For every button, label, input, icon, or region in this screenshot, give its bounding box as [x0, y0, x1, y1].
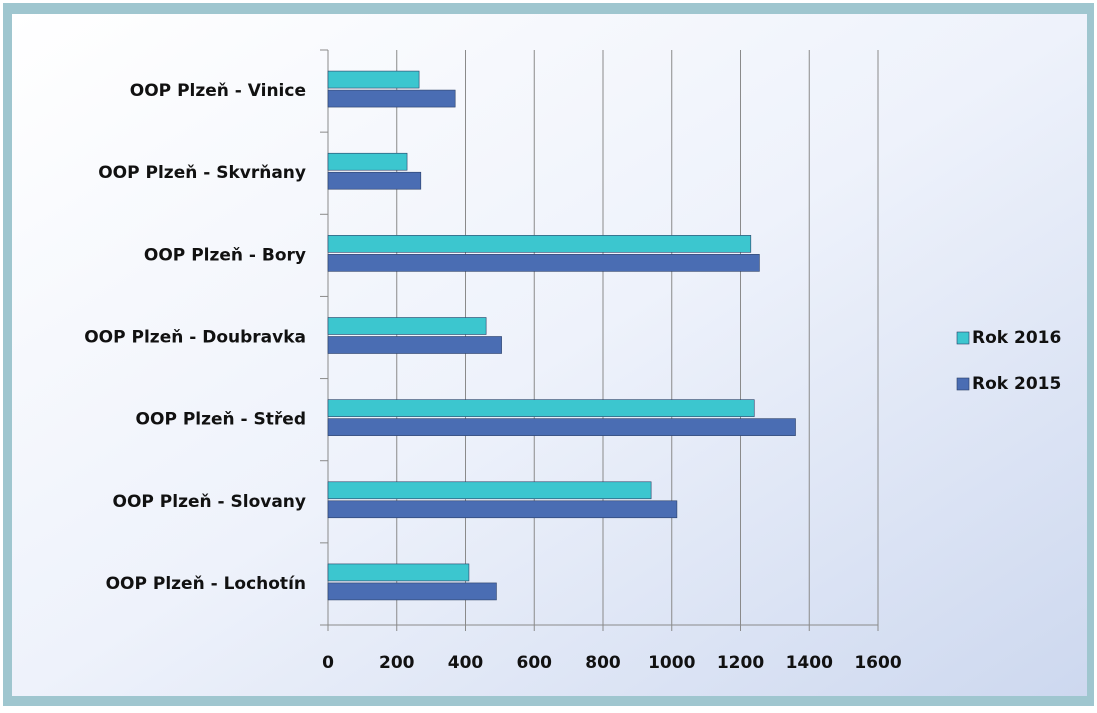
- bar: [327, 500, 678, 519]
- bar: [327, 152, 408, 171]
- y-tick-label: OOP Plzeň - Střed: [136, 410, 306, 430]
- bar: [327, 582, 497, 601]
- bar: [327, 336, 502, 354]
- bar: [327, 317, 487, 335]
- bar: [327, 418, 796, 436]
- bar: [327, 89, 456, 108]
- bar: [327, 254, 760, 272]
- x-tick-label: 800: [585, 653, 621, 673]
- y-tick-label: OOP Plzeň - Lochotín: [106, 574, 306, 594]
- chart-area: [12, 14, 1087, 696]
- legend-swatch: [956, 331, 970, 345]
- y-tick-label: OOP Plzeň - Skvrňany: [98, 163, 306, 183]
- bar: [327, 481, 652, 500]
- bar: [327, 70, 420, 89]
- legend-label: Rok 2016: [972, 328, 1061, 348]
- x-tick-label: 1400: [786, 653, 833, 673]
- x-tick-label: 0: [322, 653, 334, 673]
- x-tick-label: 200: [379, 653, 415, 673]
- y-tick-label: OOP Plzeň - Vinice: [130, 81, 306, 101]
- x-tick-label: 400: [448, 653, 484, 673]
- legend-label: Rok 2015: [972, 374, 1061, 394]
- legend-swatch: [956, 377, 970, 391]
- bar: [327, 399, 755, 417]
- y-tick-label: OOP Plzeň - Bory: [144, 245, 306, 265]
- bar: [327, 235, 752, 253]
- bar: [327, 171, 422, 190]
- x-tick-label: 1000: [648, 653, 695, 673]
- x-tick-label: 1200: [717, 653, 764, 673]
- y-tick-label: OOP Plzeň - Doubravka: [84, 328, 306, 348]
- x-tick-label: 1600: [854, 653, 901, 673]
- y-tick-label: OOP Plzeň - Slovany: [113, 492, 306, 512]
- bar: [327, 563, 470, 582]
- x-tick-label: 600: [517, 653, 553, 673]
